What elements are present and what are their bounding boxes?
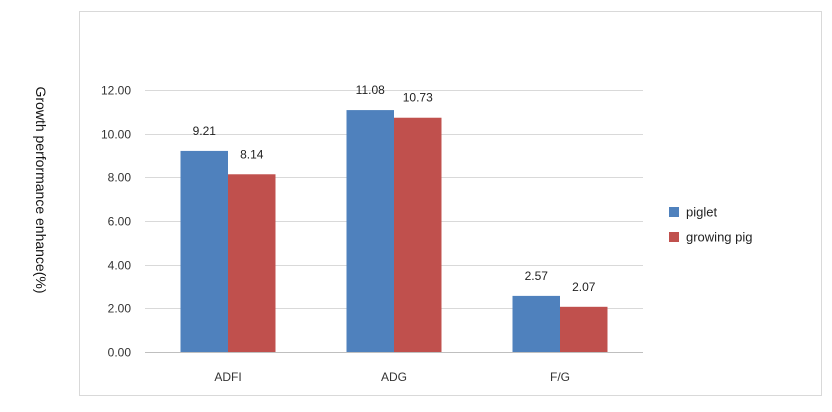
x-axis-ticks: ADFI ADG F/G [214,370,570,384]
data-label: 2.07 [572,280,596,294]
chart-frame [79,11,822,396]
data-label: 8.14 [240,147,264,161]
y-tick-label: 8.00 [108,171,132,185]
y-axis-label: Growth performance enhance(%) [33,87,49,294]
bar-piglet-ADG [346,110,394,352]
bar-piglet-ADFI [180,150,228,352]
data-labels: 9.21 8.14 11.08 10.73 2.57 2.07 [193,83,596,294]
y-tick-label: 12.00 [101,84,131,98]
data-label: 2.57 [525,269,549,283]
bar-growing-pig-ADG [394,117,442,352]
data-label: 11.08 [356,83,385,97]
bars [180,110,608,352]
y-tick-label: 10.00 [101,128,131,142]
y-tick-label: 6.00 [108,215,132,229]
legend-label: growing pig [686,230,753,245]
bar-growing-pig-FG [560,306,608,352]
data-label: 10.73 [403,91,433,105]
x-tick-label: ADFI [214,370,241,384]
data-label: 9.21 [193,124,217,138]
x-tick-label: ADG [381,370,407,384]
legend: piglet growing pig [669,205,753,245]
legend-label: piglet [686,205,717,220]
y-tick-label: 2.00 [108,302,132,316]
y-tick-label: 4.00 [108,259,132,273]
x-tick-label: F/G [550,370,570,384]
legend-swatch [669,207,679,217]
y-tick-label: 0.00 [108,346,132,360]
bar-growing-pig-ADFI [228,174,276,352]
legend-swatch [669,232,679,242]
y-axis-ticks: 0.00 2.00 4.00 6.00 8.00 10.00 12.00 [101,84,131,360]
bar-piglet-FG [512,295,560,352]
